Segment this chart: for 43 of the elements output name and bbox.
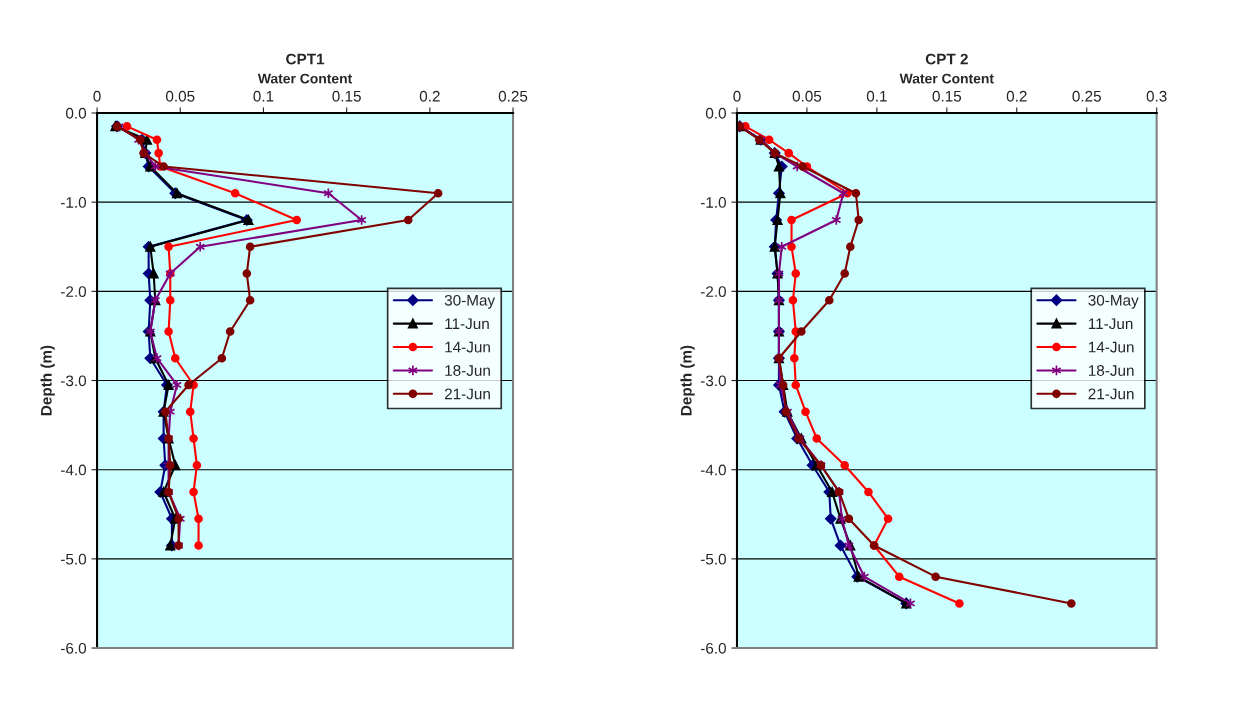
y-tick-label: -6.0 bbox=[61, 642, 87, 654]
x-tick-label: 0.1 bbox=[253, 90, 274, 102]
y-tick-label: -1.0 bbox=[61, 197, 87, 208]
legend-label: 18-Jun bbox=[445, 365, 490, 376]
chart-subtitle: Water Content bbox=[257, 73, 353, 84]
legend-label: 30-May bbox=[444, 294, 496, 309]
y-axis-title: Depth (m) bbox=[40, 345, 55, 416]
y-tick-label: 0.0 bbox=[705, 107, 726, 119]
x-tick-label: 0.2 bbox=[419, 90, 440, 102]
y-tick-label: -5.0 bbox=[61, 553, 87, 565]
legend-label: 18-Jun bbox=[1088, 365, 1134, 376]
x-tick-label: 0.3 bbox=[1146, 90, 1167, 102]
legend-label: 21-Jun bbox=[1088, 388, 1134, 400]
y-tick-label: -4.0 bbox=[61, 464, 87, 476]
chart-title: CPT1 bbox=[286, 53, 325, 65]
legend-label: 11-Jun bbox=[1088, 318, 1133, 330]
x-tick-label: 0.05 bbox=[792, 90, 822, 102]
x-tick-label: 0.1 bbox=[866, 90, 887, 102]
y-tick-label: -3.0 bbox=[700, 375, 726, 387]
legend-label: 14-Jun bbox=[1088, 341, 1134, 353]
y-tick-label: -5.0 bbox=[700, 553, 726, 565]
chart-title: CPT 2 bbox=[925, 53, 968, 65]
legend-label: 21-Jun bbox=[444, 388, 490, 400]
y-tick-label: -4.0 bbox=[700, 464, 726, 476]
legend-label: 11-Jun bbox=[445, 318, 489, 330]
legend-label: 14-Jun bbox=[445, 341, 490, 353]
chart-subtitle: Water Content bbox=[899, 73, 994, 84]
x-tick-label: 0 bbox=[93, 90, 101, 102]
x-tick-label: 0.15 bbox=[332, 90, 361, 102]
x-tick-label: 0.25 bbox=[1072, 90, 1101, 102]
y-tick-label: 0.0 bbox=[66, 107, 87, 119]
x-tick-label: 0.15 bbox=[932, 90, 962, 102]
x-tick-label: 0.05 bbox=[165, 90, 195, 102]
y-tick-label: -2.0 bbox=[61, 286, 87, 298]
y-axis-title: Depth (m) bbox=[680, 345, 695, 416]
x-tick-label: 0.25 bbox=[498, 90, 528, 102]
y-tick-label: -2.0 bbox=[700, 286, 726, 298]
x-tick-label: 0 bbox=[733, 90, 741, 102]
x-tick-label: 0.2 bbox=[1006, 90, 1027, 102]
y-tick-label: -3.0 bbox=[61, 375, 87, 387]
legend-label: 30-May bbox=[1088, 294, 1139, 309]
y-tick-label: -6.0 bbox=[700, 642, 726, 654]
y-tick-label: -1.0 bbox=[700, 197, 726, 208]
